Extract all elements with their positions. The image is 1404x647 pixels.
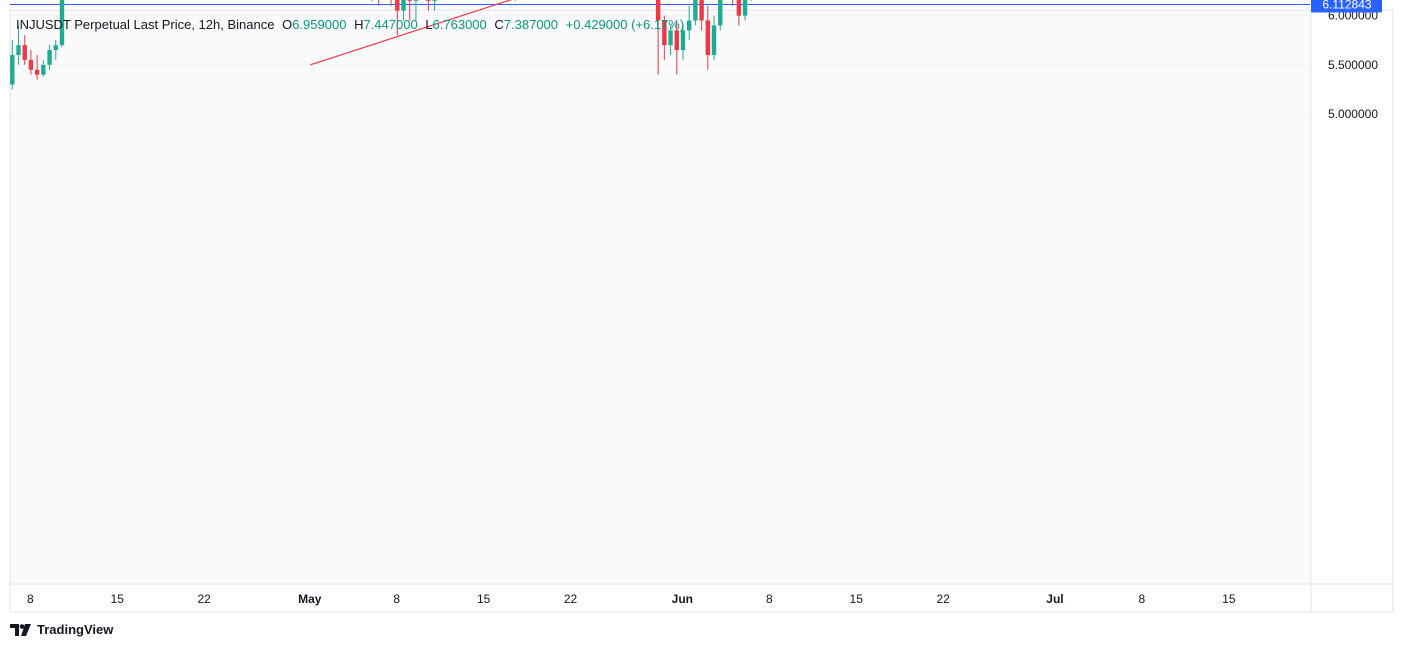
candle-body [34, 69, 40, 75]
time-axis-tick-label: 22 [198, 592, 212, 606]
time-axis-tick-label: 15 [850, 592, 864, 606]
candle-body [699, 0, 704, 21]
high-value: H7.447000 [354, 17, 418, 32]
chart-legend-header: INJUSDT Perpetual Last Price, 12h, Binan… [16, 17, 688, 32]
close-value: C7.387000 [494, 17, 559, 32]
candle-body [41, 64, 46, 75]
candle-body [662, 20, 667, 46]
candle-body [28, 59, 34, 70]
time-axis-tick-label: 15 [477, 592, 491, 606]
time-axis-tick-label: May [298, 592, 322, 606]
time-axis-tick-label: 22 [564, 592, 578, 606]
price-axis-tick-label: 5.000000 [1328, 107, 1378, 121]
candle-body [705, 20, 711, 55]
candle-body [674, 30, 679, 51]
tradingview-logo-icon [10, 623, 31, 636]
price-label-text: 6.112843 [1322, 0, 1371, 11]
low-value: L6.763000 [425, 17, 487, 32]
candle-body [655, 0, 661, 21]
symbol-title: INJUSDT Perpetual Last Price, 12h, Binan… [16, 17, 275, 32]
candle-body [22, 45, 27, 60]
candle-body [407, 0, 412, 1]
candle-body [426, 0, 431, 1]
change-value: +0.429000 (+6.17%) [565, 17, 685, 32]
candle-body [711, 25, 717, 55]
plot-background [10, 10, 1310, 584]
candle-body [718, 0, 723, 26]
time-axis-tick-label: 8 [766, 592, 773, 606]
candle-body [413, 0, 419, 1]
time-axis-tick-label: Jul [1046, 592, 1063, 606]
candle-body [53, 45, 58, 51]
trendline [310, 0, 513, 66]
price-label-tag [1311, 0, 1382, 13]
candle-body [680, 30, 686, 51]
candle-body [686, 20, 692, 31]
time-axis-tick-label: 8 [1139, 592, 1146, 606]
candle-body [59, 0, 65, 46]
brand-name: TradingView [37, 622, 114, 637]
candle-body [401, 0, 406, 11]
time-axis-tick-label: Jun [672, 592, 693, 606]
time-axis-tick-label: 8 [393, 592, 400, 606]
candle-body [395, 0, 400, 11]
time-axis-tick-label: 22 [936, 592, 950, 606]
candle-body [47, 50, 52, 65]
candle-body [693, 0, 698, 21]
candle-body [736, 0, 742, 16]
time-axis-tick-label: 15 [111, 592, 125, 606]
open-value: O6.959000 [282, 17, 347, 32]
candle-body [742, 0, 748, 16]
candle-body [432, 0, 437, 1]
time-axis-tick-label: 8 [27, 592, 34, 606]
time-axis-tick-label: 15 [1222, 592, 1236, 606]
brand-footer[interactable]: TradingView [10, 622, 113, 637]
candle-body [668, 30, 673, 46]
candle-body [16, 45, 21, 55]
candle-body [10, 54, 15, 85]
price-axis-tick-label: 5.500000 [1328, 58, 1378, 72]
